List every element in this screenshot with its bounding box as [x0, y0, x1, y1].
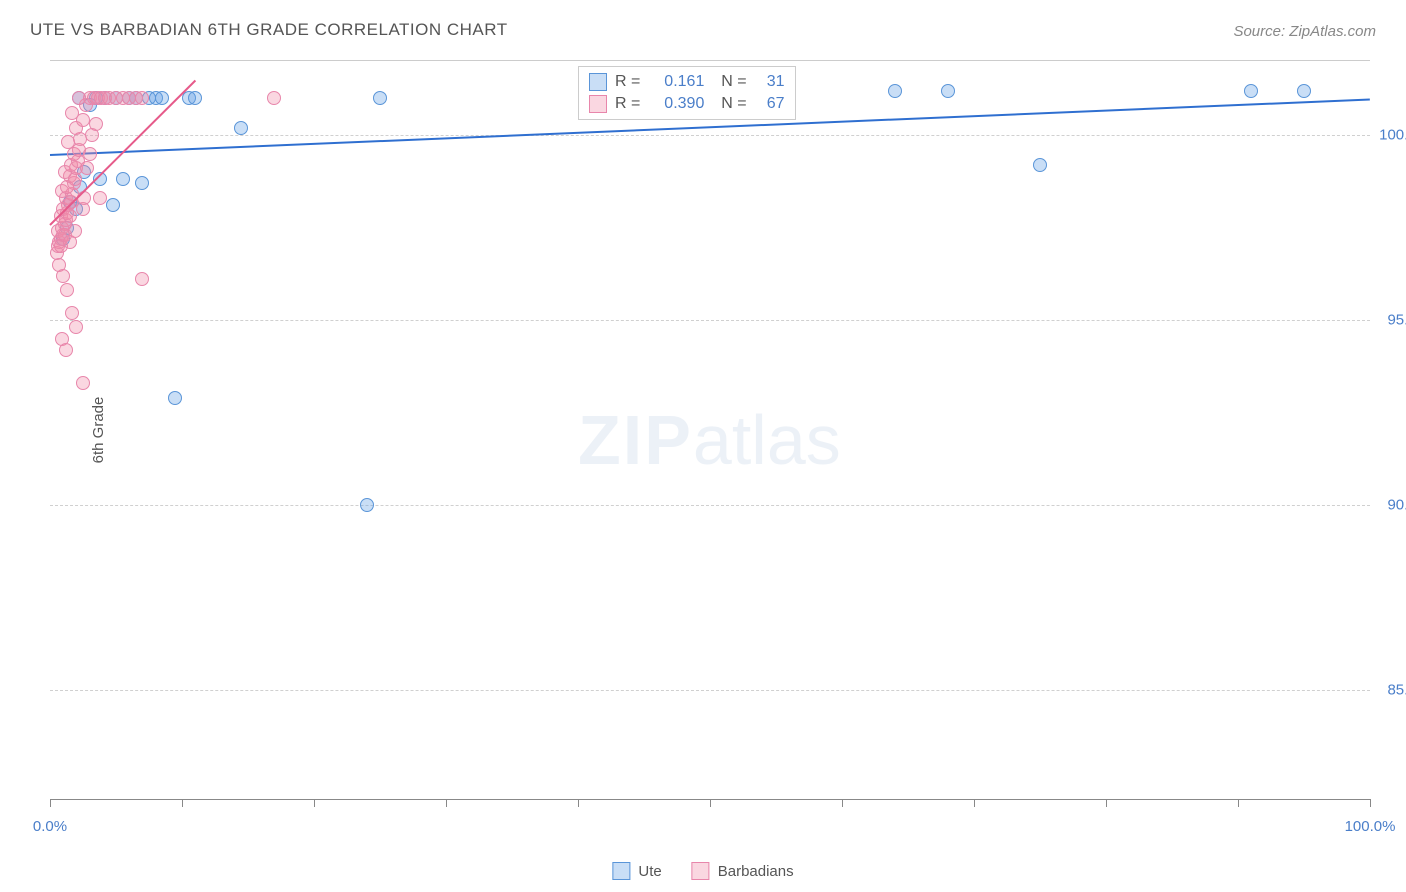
y-tick-label: 100.0% — [1379, 127, 1406, 144]
legend-swatch — [692, 862, 710, 880]
x-tick — [842, 799, 843, 807]
r-label: R = — [615, 95, 640, 113]
gridline — [50, 135, 1370, 136]
legend-swatch — [612, 862, 630, 880]
stats-legend-row: R = 0.161 N = 31 — [589, 71, 785, 93]
data-point — [65, 106, 79, 120]
data-point — [76, 376, 90, 390]
y-tick-label: 95.0% — [1387, 312, 1406, 329]
data-point — [60, 283, 74, 297]
data-point — [135, 272, 149, 286]
data-point — [83, 147, 97, 161]
x-tick-label: 100.0% — [1345, 818, 1396, 835]
data-point — [135, 91, 149, 105]
r-value: 0.161 — [648, 73, 704, 91]
y-axis-label: 6th Grade — [90, 397, 107, 464]
data-point — [93, 191, 107, 205]
x-tick — [1106, 799, 1107, 807]
r-value: 0.390 — [648, 95, 704, 113]
x-tick — [314, 799, 315, 807]
r-label: R = — [615, 73, 640, 91]
y-tick-label: 85.0% — [1387, 682, 1406, 699]
x-tick — [974, 799, 975, 807]
data-point — [888, 84, 902, 98]
data-point — [373, 91, 387, 105]
gridline — [50, 690, 1370, 691]
data-point — [135, 176, 149, 190]
data-point — [106, 198, 120, 212]
data-point — [1244, 84, 1258, 98]
data-point — [360, 498, 374, 512]
n-value: 67 — [755, 95, 785, 113]
chart-source: Source: ZipAtlas.com — [1233, 23, 1376, 40]
data-point — [56, 269, 70, 283]
legend-item: Ute — [612, 862, 661, 880]
chart-legend: Ute Barbadians — [612, 862, 793, 880]
x-tick-label: 0.0% — [33, 818, 67, 835]
data-point — [941, 84, 955, 98]
x-tick — [1370, 799, 1371, 807]
legend-label: Ute — [638, 863, 661, 880]
data-point — [267, 91, 281, 105]
legend-swatch — [589, 95, 607, 113]
data-point — [168, 391, 182, 405]
x-tick — [1238, 799, 1239, 807]
gridline — [50, 505, 1370, 506]
x-tick — [578, 799, 579, 807]
chart-plot-area: 6th Grade 85.0%90.0%95.0%100.0%0.0%100.0… — [50, 60, 1370, 800]
chart-title: UTE VS BARBADIAN 6TH GRADE CORRELATION C… — [30, 20, 508, 40]
x-tick — [710, 799, 711, 807]
legend-swatch — [589, 73, 607, 91]
x-tick — [50, 799, 51, 807]
data-point — [116, 172, 130, 186]
gridline — [50, 320, 1370, 321]
data-point — [188, 91, 202, 105]
stats-legend: R = 0.161 N = 31 R = 0.390 N = 67 — [578, 66, 796, 120]
data-point — [69, 320, 83, 334]
stats-legend-row: R = 0.390 N = 67 — [589, 93, 785, 115]
x-tick — [182, 799, 183, 807]
data-point — [68, 224, 82, 238]
legend-label: Barbadians — [718, 863, 794, 880]
n-value: 31 — [755, 73, 785, 91]
data-point — [1297, 84, 1311, 98]
watermark: ZIPatlas — [578, 400, 841, 480]
n-label: N = — [712, 73, 746, 91]
data-point — [89, 117, 103, 131]
data-point — [155, 91, 169, 105]
data-point — [80, 161, 94, 175]
n-label: N = — [712, 95, 746, 113]
legend-item: Barbadians — [692, 862, 794, 880]
data-point — [65, 306, 79, 320]
data-point — [234, 121, 248, 135]
data-point — [59, 343, 73, 357]
x-tick — [446, 799, 447, 807]
y-tick-label: 90.0% — [1387, 497, 1406, 514]
data-point — [1033, 158, 1047, 172]
